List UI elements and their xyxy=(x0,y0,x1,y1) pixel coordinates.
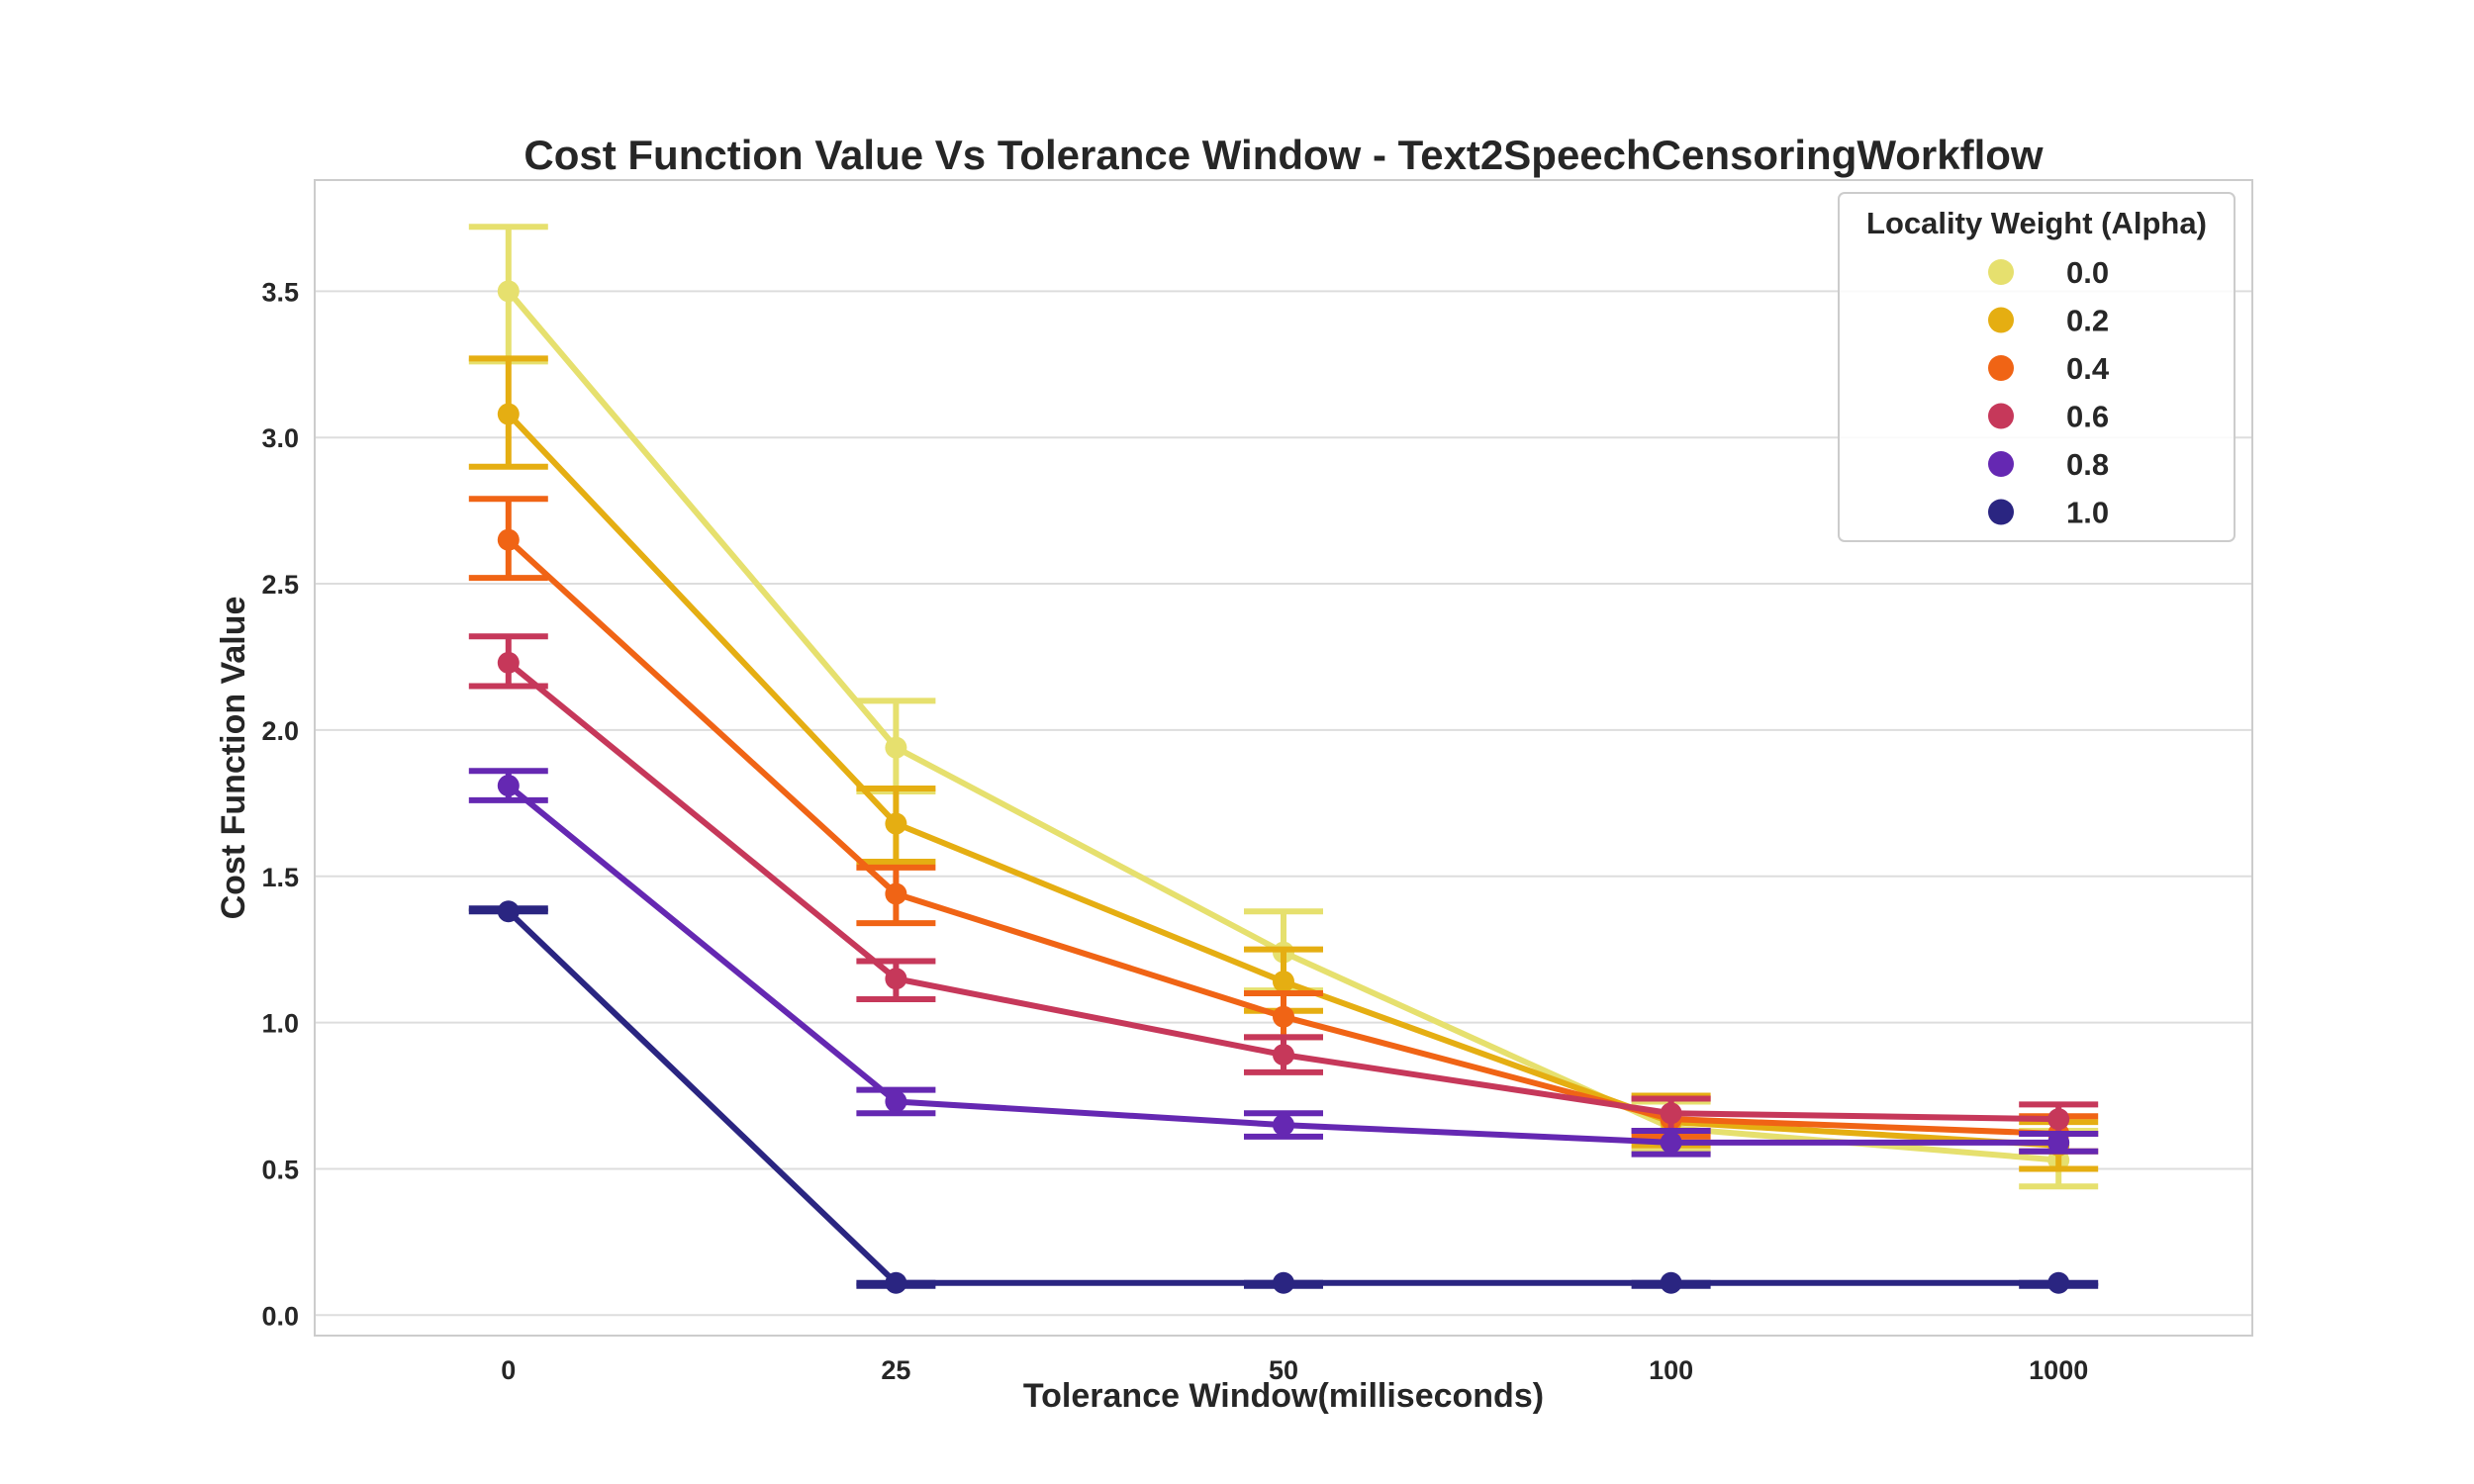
legend-label: 0.8 xyxy=(2066,447,2109,482)
x-axis-ticks: 0 25 50 100 1000 xyxy=(501,1355,2088,1385)
data-point xyxy=(885,882,907,905)
legend-title: Locality Weight (Alpha) xyxy=(1866,206,2207,240)
y-tick-label: 1.0 xyxy=(261,1009,299,1039)
legend-label: 0.2 xyxy=(2066,304,2109,338)
y-tick-label: 2.0 xyxy=(261,716,299,746)
data-point xyxy=(2047,1271,2070,1294)
data-point xyxy=(885,812,907,835)
data-point xyxy=(885,1271,907,1294)
legend-label: 1.0 xyxy=(2066,496,2109,530)
data-point xyxy=(497,900,520,923)
y-tick-label: 3.0 xyxy=(261,423,299,453)
data-point xyxy=(2047,1131,2070,1154)
y-axis-ticks: 0.0 0.5 1.0 1.5 2.0 2.5 3.0 3.5 xyxy=(261,277,299,1331)
y-tick-label: 0.0 xyxy=(261,1301,299,1331)
legend: Locality Weight (Alpha) 0.0 0.2 0.4 0.6 0.8 1… xyxy=(1838,192,2236,542)
x-tick-label: 50 xyxy=(1269,1355,1298,1385)
chart-title: Cost Function Value Vs Tolerance Window … xyxy=(523,132,2044,178)
y-tick-label: 3.5 xyxy=(261,277,299,307)
data-point xyxy=(1273,971,1294,993)
data-point xyxy=(1660,1131,1682,1154)
x-tick-label: 25 xyxy=(881,1355,910,1385)
data-point xyxy=(497,280,520,303)
data-point xyxy=(885,1090,907,1113)
legend-marker xyxy=(1988,355,2014,381)
plot-area-frame xyxy=(314,179,2253,1337)
legend-marker xyxy=(1988,451,2014,477)
data-point xyxy=(2047,1108,2070,1131)
series-0.8 xyxy=(468,768,2099,1158)
legend-marker xyxy=(1988,499,2014,525)
series-0.6 xyxy=(468,633,2099,1137)
legend-marker xyxy=(1988,259,2014,285)
data-point xyxy=(1273,1271,1294,1294)
series-1.0 xyxy=(468,900,2099,1294)
data-point xyxy=(497,775,520,797)
legend-label: 0.6 xyxy=(2066,400,2109,434)
data-point xyxy=(1273,1005,1294,1028)
data-point xyxy=(885,968,907,990)
legend-marker xyxy=(1988,307,2014,333)
legend-label: 0.4 xyxy=(2066,351,2110,386)
x-tick-label: 1000 xyxy=(2029,1355,2088,1385)
y-tick-label: 0.5 xyxy=(261,1155,299,1184)
y-tick-label: 2.5 xyxy=(261,570,299,600)
legend-marker xyxy=(1988,403,2014,429)
data-point xyxy=(885,736,907,759)
data-point xyxy=(1660,1271,1682,1294)
legend-label: 0.0 xyxy=(2066,255,2109,290)
data-point xyxy=(1660,1102,1682,1125)
x-tick-label: 100 xyxy=(1649,1355,1693,1385)
legend-frame xyxy=(1838,192,2236,542)
data-point xyxy=(1273,1044,1294,1067)
y-tick-label: 1.5 xyxy=(261,863,299,892)
data-point xyxy=(497,528,520,551)
y-axis-label: Cost Function Value xyxy=(215,597,252,920)
series-layer xyxy=(468,224,2099,1294)
data-point xyxy=(497,651,520,674)
legend-items: 0.0 0.2 0.4 0.6 0.8 1.0 xyxy=(1988,255,2110,530)
data-point xyxy=(497,403,520,425)
data-point xyxy=(1273,1114,1294,1137)
x-axis-label: Tolerance Window(milliseconds) xyxy=(1023,1377,1544,1415)
x-tick-label: 0 xyxy=(501,1355,516,1385)
